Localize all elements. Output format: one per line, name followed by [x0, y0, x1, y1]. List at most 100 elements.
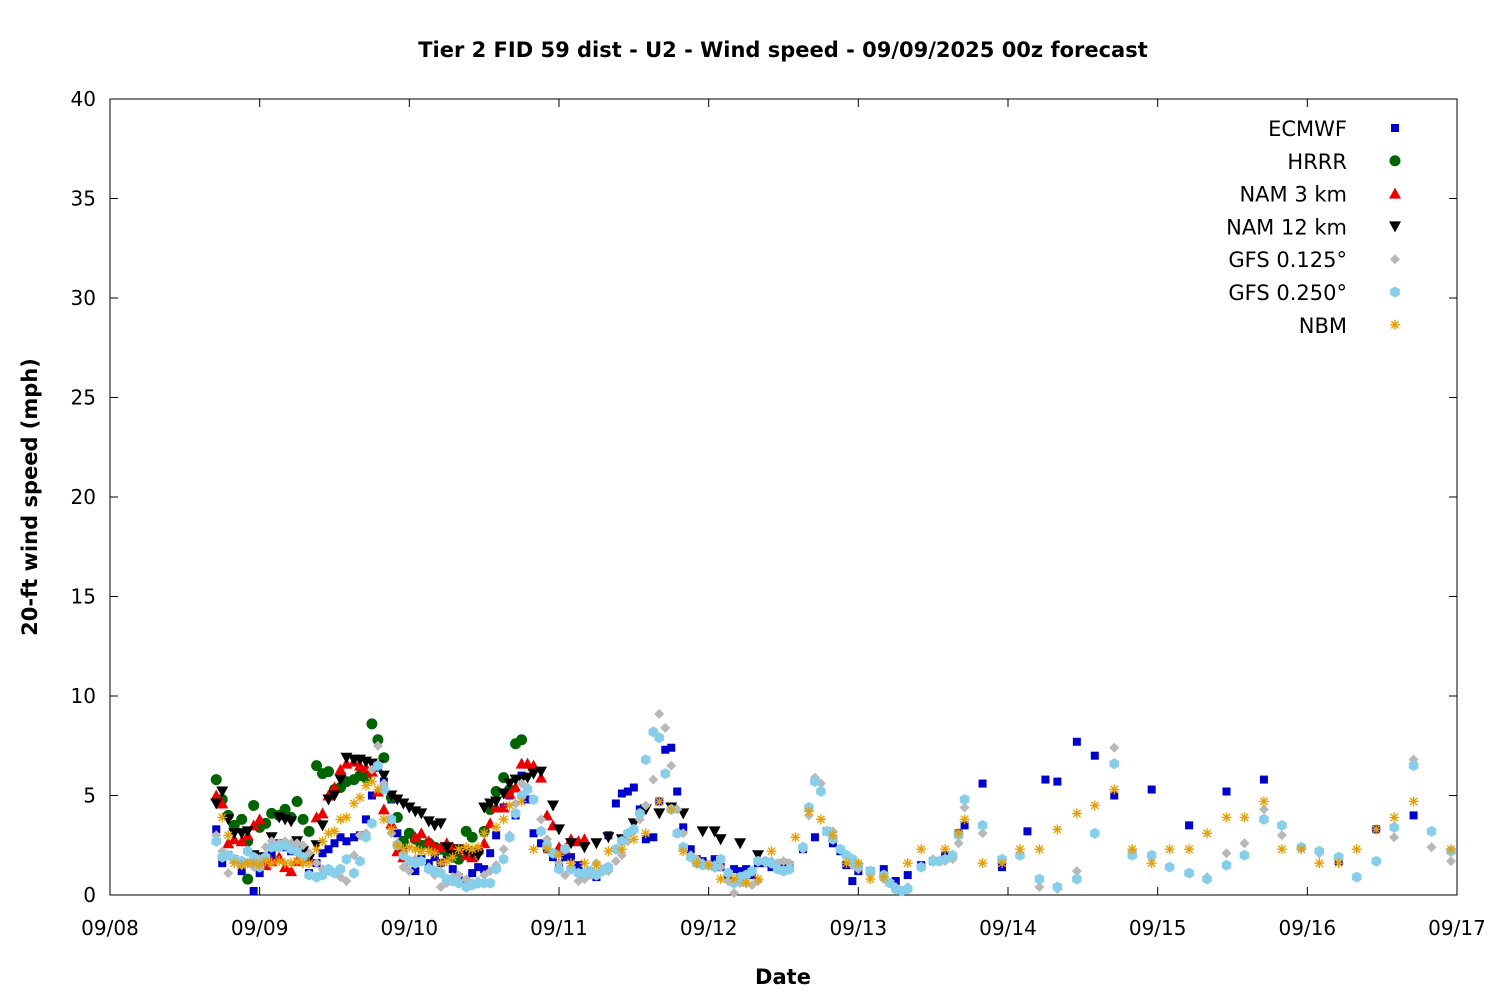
data-point [504, 800, 515, 811]
data-point [649, 833, 658, 842]
data-point [742, 865, 751, 874]
data-point [803, 806, 814, 817]
data-point [1277, 819, 1287, 831]
data-point [490, 796, 503, 808]
data-point [959, 802, 970, 813]
data-point [1052, 824, 1063, 835]
data-point [523, 795, 532, 804]
data-point [466, 831, 478, 843]
data-point [378, 752, 390, 764]
data-point [947, 849, 958, 861]
data-point [318, 849, 327, 858]
data-point [1184, 844, 1195, 855]
data-point [691, 858, 702, 869]
data-point [640, 828, 651, 839]
data-point [397, 798, 410, 810]
data-point [216, 786, 229, 798]
data-point [1426, 842, 1437, 853]
data-point [311, 858, 322, 869]
data-point [522, 784, 533, 795]
data-point [416, 846, 427, 857]
data-point [367, 791, 376, 800]
data-point [217, 812, 228, 823]
data-point [377, 803, 390, 815]
data-point [429, 848, 440, 859]
x-tick-label: 09/17 [1428, 916, 1486, 940]
legend-label-nam-12-km: NAM 12 km [1226, 215, 1347, 239]
legend-label-gfs-0-250: GFS 0.250° [1228, 281, 1347, 305]
data-point [1239, 838, 1250, 849]
data-point [415, 827, 428, 839]
chart-title: Tier 2 FID 59 dist - U2 - Wind speed - 0… [418, 38, 1148, 62]
data-point [891, 877, 900, 886]
data-point [468, 869, 477, 878]
data-point [753, 874, 764, 885]
data-point [1259, 813, 1269, 825]
data-point [361, 831, 371, 843]
data-point [372, 740, 383, 751]
data-point [696, 826, 709, 838]
data-point [766, 846, 777, 857]
data-point [473, 842, 484, 853]
data-point [521, 772, 534, 784]
data-point [311, 844, 322, 855]
data-point [212, 825, 221, 834]
data-point [827, 830, 838, 841]
data-point [729, 874, 740, 885]
data-point [959, 794, 970, 805]
data-point [461, 842, 472, 853]
data-point [255, 869, 264, 878]
data-point [686, 845, 695, 854]
data-point [616, 844, 627, 855]
data-point [486, 849, 495, 858]
data-point [254, 860, 265, 871]
data-point [317, 836, 328, 847]
data-point [1389, 812, 1400, 823]
data-point [298, 840, 309, 851]
data-point [485, 877, 495, 889]
data-point [1090, 751, 1099, 760]
data-point [223, 830, 234, 841]
y-axis-label: 20-ft wind speed (mph) [18, 358, 42, 636]
data-point [660, 768, 670, 780]
data-point [715, 874, 726, 885]
data-point [1127, 844, 1138, 855]
data-point [280, 858, 291, 869]
data-point [279, 803, 291, 815]
data-point [578, 842, 591, 854]
data-point [236, 860, 247, 871]
data-point [1053, 777, 1062, 786]
data-point [478, 802, 491, 814]
data-point [822, 825, 832, 837]
data-point [565, 858, 576, 869]
data-point [1333, 858, 1344, 869]
data-point [1221, 859, 1232, 871]
data-point [578, 833, 591, 845]
data-point [423, 846, 434, 857]
data-point [385, 790, 398, 802]
data-point [977, 819, 988, 831]
data-point [940, 844, 951, 855]
data-point [253, 813, 266, 825]
data-point [747, 865, 757, 877]
data-point [498, 853, 509, 865]
x-tick-label: 09/14 [979, 916, 1037, 940]
data-point [266, 858, 277, 869]
data-point [810, 776, 820, 788]
data-point [1109, 758, 1119, 770]
data-point [448, 865, 457, 874]
data-point [1221, 848, 1232, 859]
data-point [1072, 873, 1082, 885]
data-point [1314, 858, 1325, 869]
data-point [1276, 844, 1287, 855]
data-point [503, 778, 516, 790]
data-point [509, 781, 522, 793]
data-point [673, 787, 682, 796]
data-point [1276, 830, 1287, 841]
data-point [1109, 742, 1120, 753]
data-point [537, 839, 546, 848]
data-point [334, 763, 347, 775]
data-point [335, 863, 346, 875]
data-point [311, 760, 323, 772]
data-point [815, 814, 826, 825]
